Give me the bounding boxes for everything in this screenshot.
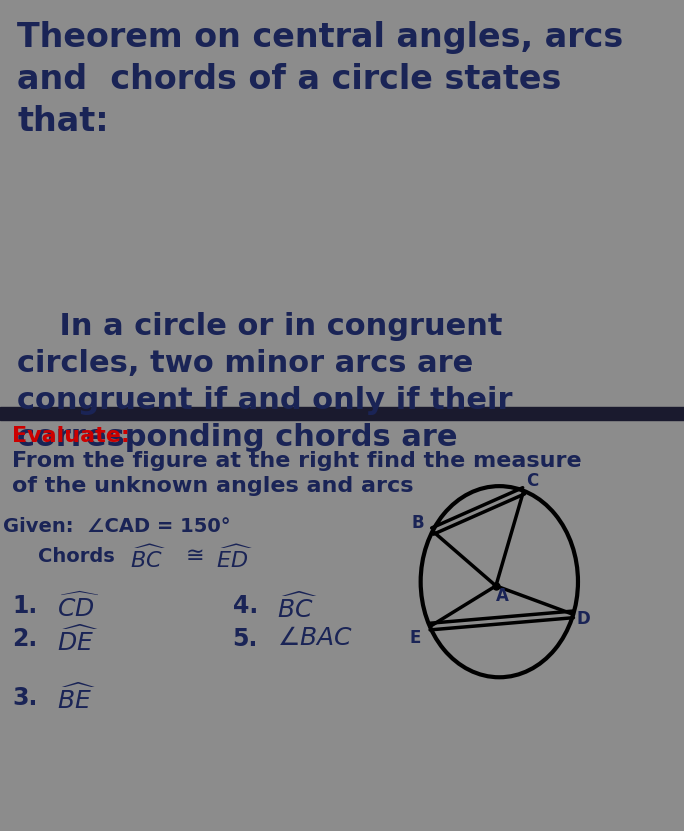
Text: Evaluate:: Evaluate: [12,426,130,446]
Text: $\widehat{ED}$: $\widehat{ED}$ [216,544,253,572]
Text: $\widehat{BC}$: $\widehat{BC}$ [130,544,166,572]
Text: 3.: 3. [12,686,38,710]
Text: Theorem on central angles, arcs
and  chords of a circle states
that:: Theorem on central angles, arcs and chor… [17,21,623,138]
Text: Chords: Chords [38,547,121,566]
Text: In a circle or in congruent
circles, two minor arcs are
congruent if and only if: In a circle or in congruent circles, two… [17,312,512,452]
Bar [0,407,684,420]
Text: $\widehat{BE}$: $\widehat{BE}$ [57,684,96,714]
Text: $\cong$: $\cong$ [181,544,204,564]
Text: $\widehat{DE}$: $\widehat{DE}$ [57,626,98,656]
Text: Given:  ∠CAD = 150°: Given: ∠CAD = 150° [3,517,231,536]
Text: E: E [409,629,421,647]
Text: D: D [577,610,590,627]
Text: A: A [497,587,509,605]
Text: 5.: 5. [233,627,258,652]
Text: $\angle BAC$: $\angle BAC$ [277,626,353,650]
Text: $\widehat{BC}$: $\widehat{BC}$ [277,593,318,622]
Text: C: C [527,472,538,489]
Text: 2.: 2. [12,627,38,652]
Text: $\widehat{CD}$: $\widehat{CD}$ [57,593,100,622]
Text: 1.: 1. [12,594,38,618]
Text: B: B [411,514,424,532]
Text: From the figure at the right find the measure
of the unknown angles and arcs: From the figure at the right find the me… [12,451,582,496]
Text: 4.: 4. [233,594,258,618]
